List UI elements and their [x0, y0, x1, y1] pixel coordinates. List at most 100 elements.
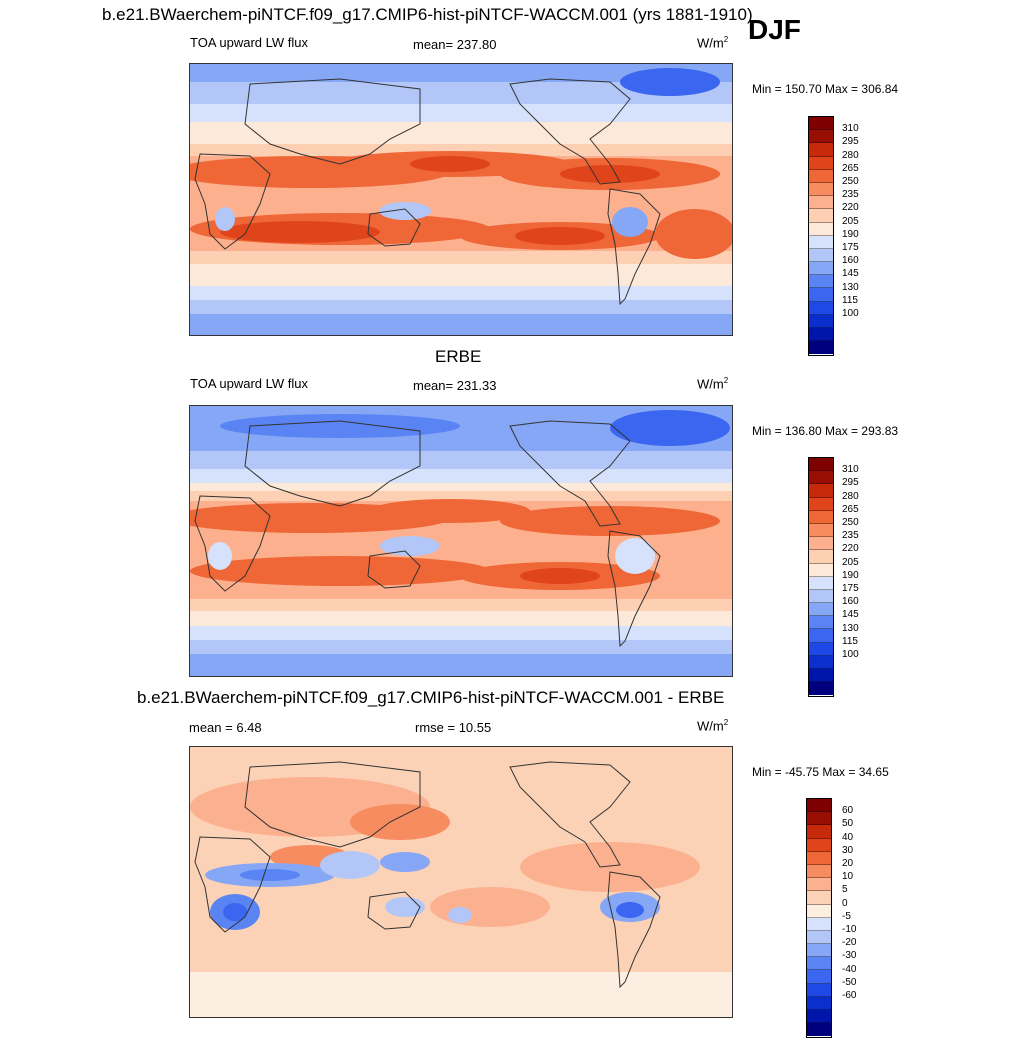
africa-outline	[194, 153, 271, 250]
colorbar-tick-label: 145	[842, 268, 859, 280]
colorbar-box	[809, 589, 833, 604]
colorbar-box	[809, 682, 833, 696]
panel2-mean-label: mean= 231.33	[413, 378, 497, 393]
colorbar-box	[807, 983, 831, 997]
colorbar-tick-label: -40	[842, 963, 857, 975]
colorbar-tick-label: 40	[842, 831, 854, 843]
colorbar-tick-label: 220	[842, 543, 859, 555]
season-label: DJF	[748, 14, 801, 45]
south-america-outline	[607, 188, 661, 306]
panel1-unit: W/m2	[697, 35, 729, 51]
colorbar-tick-label: 5	[842, 884, 848, 896]
colorbar-tick-label: -5	[842, 910, 851, 922]
colorbar-box	[809, 262, 833, 276]
colorbar-tick-label: 175	[842, 242, 859, 253]
colorbar-box	[807, 825, 831, 839]
colorbar-box	[809, 196, 833, 210]
colorbar-box	[809, 523, 833, 538]
colorbar-tick-label: 130	[842, 281, 859, 293]
colorbar-tick-label: 30	[842, 844, 854, 856]
colorbar-box	[807, 970, 831, 984]
colorbar-box	[809, 341, 833, 355]
colorbar-box	[809, 563, 833, 577]
colorbar-box	[809, 510, 833, 524]
colorbar-box	[807, 891, 831, 905]
colorbar-box	[809, 248, 833, 263]
colorbar-tick-label: -30	[842, 950, 857, 962]
colorbar-box	[809, 328, 833, 342]
colorbar-tick-label: 130	[842, 622, 859, 634]
colorbar-box	[807, 864, 831, 879]
australia-outline	[367, 208, 421, 247]
colorbar-tick-label: 20	[842, 858, 854, 869]
colorbar-box	[807, 930, 831, 945]
colorbar-tick-label: 205	[842, 556, 859, 568]
colorbar-box	[809, 603, 833, 617]
colorbar-box	[809, 209, 833, 223]
colorbar-tick-label: 145	[842, 609, 859, 621]
colorbar-tick-label: 100	[842, 308, 859, 319]
colorbar-box	[809, 156, 833, 170]
colorbar-box	[809, 629, 833, 643]
colorbar-tick-label: 160	[842, 255, 859, 267]
colorbar-box	[809, 642, 833, 656]
panel2-title: ERBE	[435, 347, 482, 366]
colorbar-box	[807, 917, 831, 931]
panel3-colorbar	[806, 798, 832, 1038]
north-america-outline	[509, 78, 631, 185]
eurasia-outline	[244, 78, 421, 165]
colorbar-box	[809, 576, 833, 590]
colorbar-box	[807, 851, 831, 865]
colorbar-tick-label: 190	[842, 228, 859, 240]
panel2-colorbar	[808, 457, 834, 697]
colorbar-tick-label: 280	[842, 149, 859, 161]
colorbar-tick-label: 60	[842, 805, 854, 817]
colorbar-box	[809, 169, 833, 183]
colorbar-tick-label: 205	[842, 215, 859, 227]
colorbar-box	[809, 288, 833, 302]
panel1-minmax: Min = 150.70 Max = 306.84	[752, 82, 899, 96]
colorbar-box	[809, 550, 833, 564]
colorbar-box	[807, 944, 831, 958]
colorbar-box	[807, 1023, 831, 1037]
colorbar-tick-label: 115	[842, 294, 858, 306]
colorbar-tick-label: 220	[842, 202, 859, 214]
colorbar-box	[809, 497, 833, 511]
colorbar-tick-label: 190	[842, 569, 859, 581]
colorbar-tick-label: 265	[842, 503, 859, 515]
colorbar-box	[809, 537, 833, 551]
panel3-mean-label: mean = 6.48	[189, 720, 262, 735]
colorbar-tick-label: 175	[842, 583, 859, 594]
panel1-map	[189, 63, 733, 336]
colorbar-box	[807, 812, 831, 826]
colorbar-tick-label: -60	[842, 990, 857, 1001]
panel3-title: b.e21.BWaerchem-piNTCF.f09_g17.CMIP6-his…	[137, 688, 725, 707]
panel3-minmax: Min = -45.75 Max = 34.65	[752, 765, 889, 779]
colorbar-box	[809, 669, 833, 683]
colorbar-tick-label: 250	[842, 517, 859, 528]
colorbar-box	[807, 878, 831, 892]
panel1-colorbar	[808, 116, 834, 356]
colorbar-tick-label: 235	[842, 530, 859, 542]
colorbar-tick-label: 280	[842, 490, 859, 502]
colorbar-tick-label: 100	[842, 649, 859, 660]
panel3-rmse-label: rmse = 10.55	[415, 720, 492, 735]
panel3-unit: W/m2	[697, 718, 729, 734]
colorbar-tick-label: 295	[842, 136, 859, 148]
colorbar-box	[809, 130, 833, 144]
colorbar-box	[807, 1010, 831, 1024]
panel2-map	[189, 405, 733, 677]
colorbar-box	[807, 904, 831, 918]
colorbar-box	[807, 799, 831, 813]
colorbar-tick-label: 295	[842, 477, 859, 489]
colorbar-box	[809, 235, 833, 249]
colorbar-box	[809, 314, 833, 328]
panel3-map	[189, 746, 733, 1018]
colorbar-tick-label: 235	[842, 189, 859, 201]
colorbar-tick-label: -10	[842, 924, 857, 935]
colorbar-tick-label: 310	[842, 464, 859, 476]
colorbar-box	[809, 182, 833, 197]
panel2-unit: W/m2	[697, 376, 729, 392]
colorbar-box	[809, 471, 833, 485]
colorbar-box	[809, 275, 833, 289]
